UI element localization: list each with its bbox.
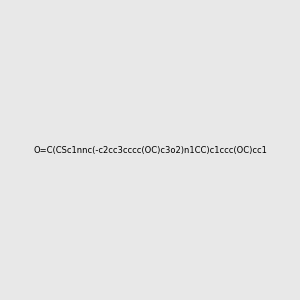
Text: O=C(CSc1nnc(-c2cc3cccc(OC)c3o2)n1CC)c1ccc(OC)cc1: O=C(CSc1nnc(-c2cc3cccc(OC)c3o2)n1CC)c1cc… bbox=[33, 146, 267, 154]
